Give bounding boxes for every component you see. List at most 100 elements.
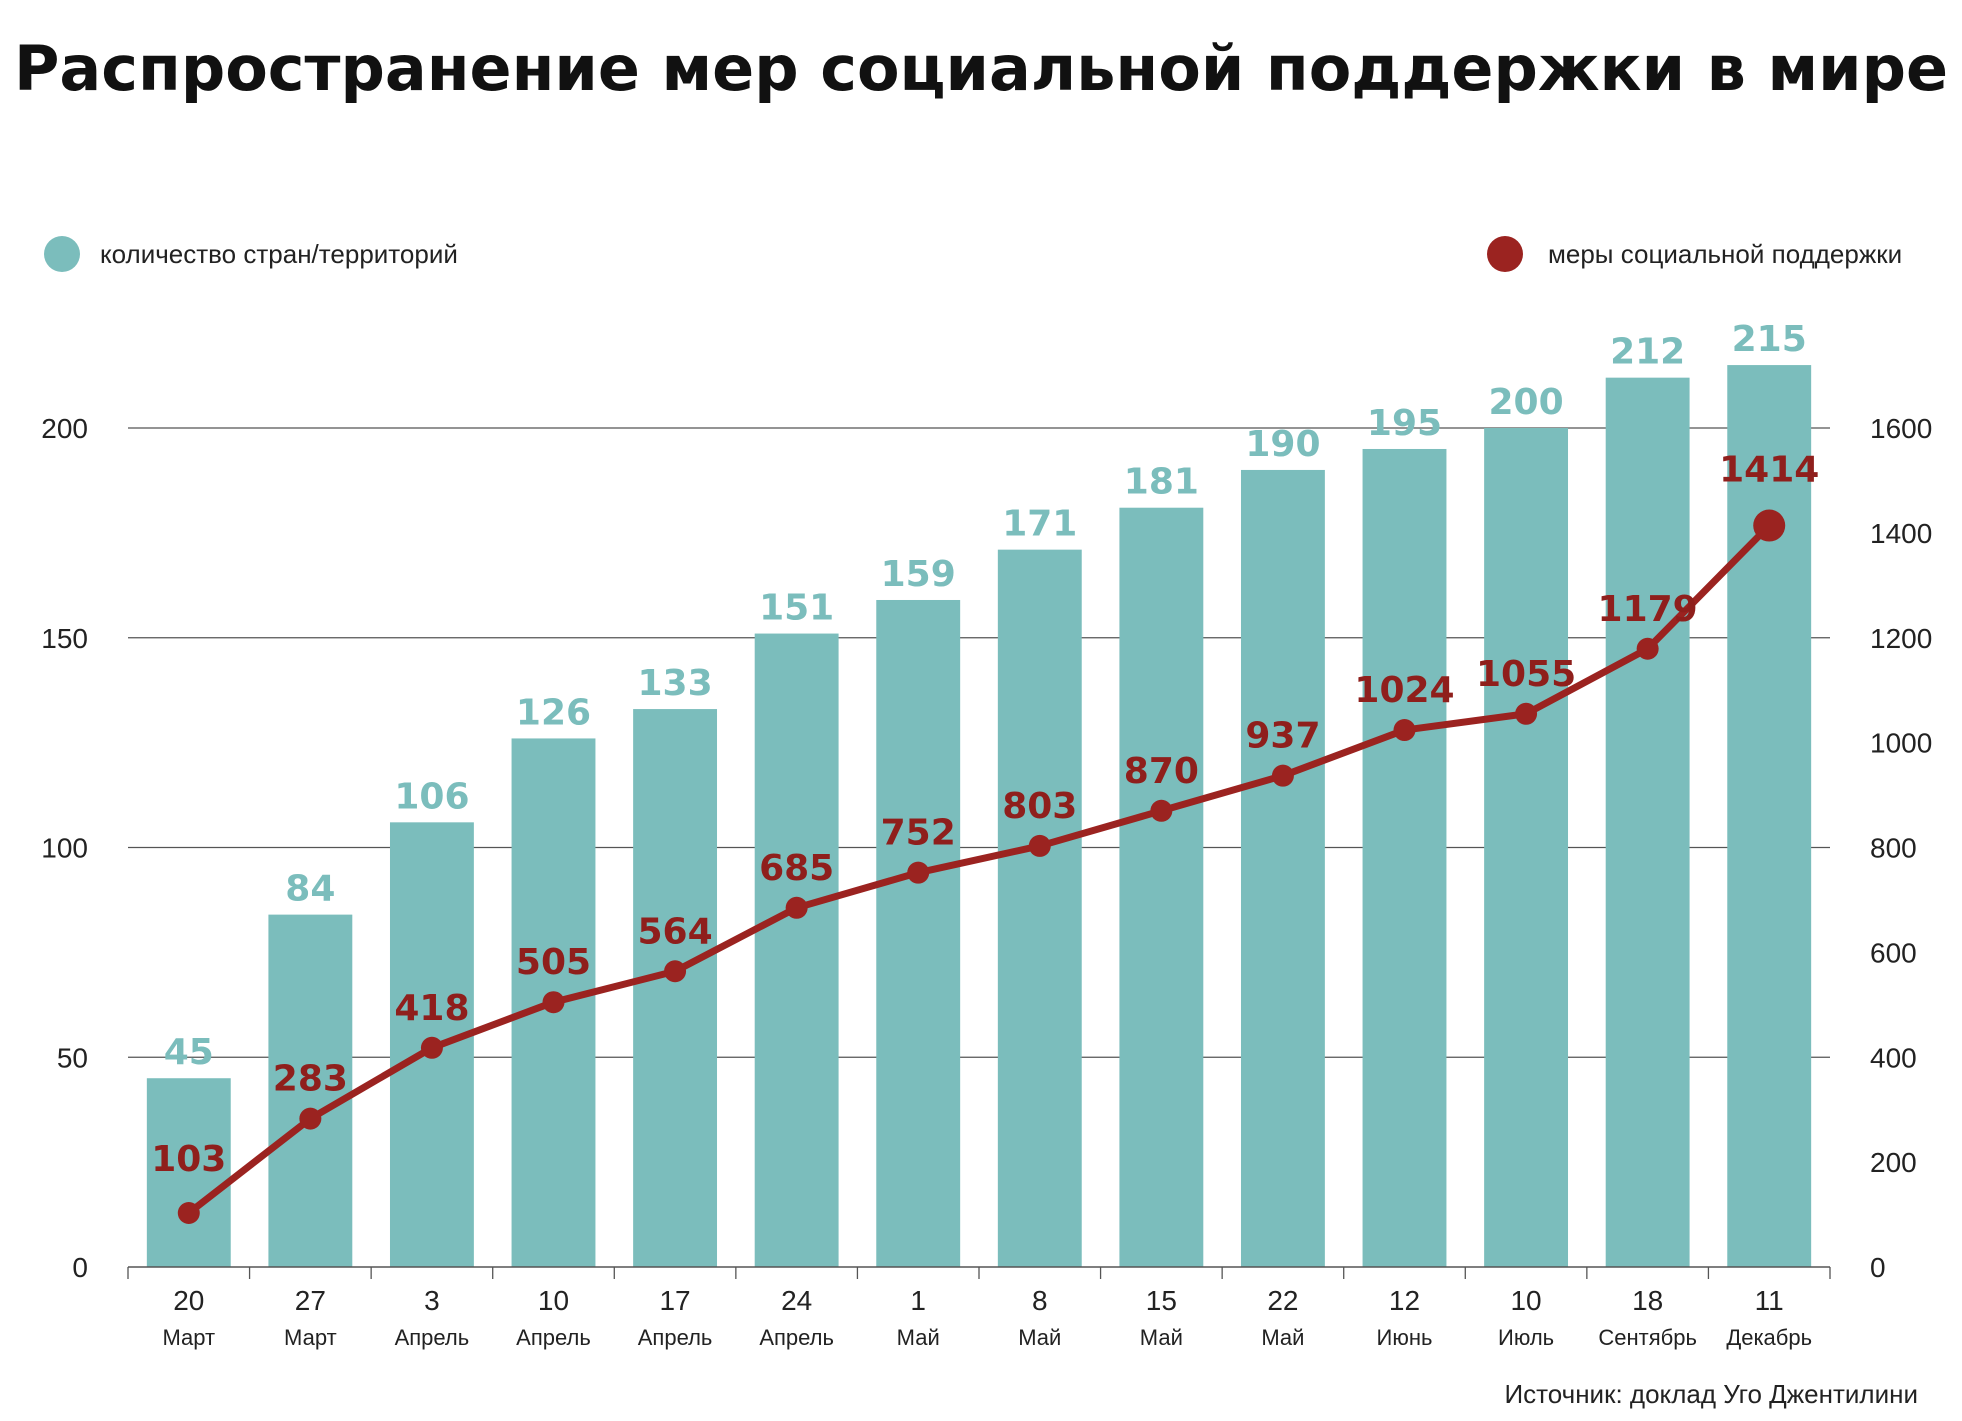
category-day-label: 1	[910, 1285, 926, 1316]
category-day-label: 17	[659, 1285, 690, 1316]
bar-value-label: 171	[1002, 504, 1077, 545]
left-tick-label: 0	[72, 1252, 88, 1283]
left-tick-label: 200	[41, 413, 88, 444]
bar	[1605, 377, 1690, 1267]
legend-line-label: меры социальной поддержки	[1548, 239, 1902, 269]
line-point	[299, 1107, 322, 1130]
category-month-label: Май	[1140, 1325, 1183, 1350]
category-month-label: Июнь	[1377, 1325, 1433, 1350]
bar	[1240, 469, 1325, 1267]
bar	[1362, 448, 1447, 1268]
category-month-label: Апрель	[759, 1325, 834, 1350]
bar	[633, 709, 718, 1267]
bar-value-label: 181	[1124, 462, 1199, 503]
bar-value-label: 215	[1732, 319, 1807, 360]
category-day-label: 15	[1146, 1285, 1177, 1316]
right-axis-ticks: 0 200 400 600 800 1000 1200 1400 1600	[1870, 413, 1932, 1283]
bar-value-label: 133	[637, 663, 712, 704]
line-point	[177, 1201, 200, 1224]
line-value-label: 1414	[1719, 450, 1819, 491]
line-value-labels: 103 283 418 505 564 685 752 803 870 937 1024 1055 11…	[151, 450, 1819, 1180]
line-value-label: 418	[394, 988, 469, 1029]
right-tick-label: 0	[1870, 1252, 1886, 1283]
bar	[268, 914, 353, 1267]
bar-value-label: 126	[516, 692, 591, 733]
bar-value-label: 84	[285, 869, 335, 910]
line-point	[1515, 702, 1538, 725]
gridlines	[128, 427, 1830, 1058]
category-day-label: 10	[1510, 1285, 1541, 1316]
line-point	[1636, 637, 1659, 660]
x-axis	[127, 1266, 1831, 1279]
line-point	[1753, 509, 1786, 542]
category-month-label: Май	[897, 1325, 940, 1350]
category-day-label: 11	[1755, 1285, 1784, 1316]
bar-value-label: 45	[164, 1032, 214, 1073]
category-day-label: 10	[538, 1285, 569, 1316]
line-point	[1271, 764, 1294, 787]
line-point	[420, 1036, 443, 1059]
legend-line-marker	[1487, 236, 1523, 272]
right-tick-label: 800	[1870, 833, 1917, 864]
category-month-label: Май	[1261, 1325, 1304, 1350]
category-month-label: Апрель	[638, 1325, 713, 1350]
line-value-label: 685	[759, 848, 834, 889]
chart-title: Распространение мер социальной поддержки…	[14, 32, 1948, 105]
bar	[1119, 507, 1204, 1268]
left-tick-label: 150	[41, 623, 88, 654]
line-series	[177, 509, 1786, 1224]
bar-value-label: 190	[1245, 424, 1320, 465]
category-month-label: Март	[284, 1325, 337, 1350]
category-month-label: Декабрь	[1726, 1325, 1812, 1350]
line-point	[664, 960, 687, 983]
category-month-label: Апрель	[516, 1325, 591, 1350]
right-tick-label: 200	[1870, 1147, 1917, 1178]
line-value-label: 870	[1124, 751, 1199, 792]
bar-value-label: 195	[1367, 403, 1442, 444]
line-value-label: 803	[1002, 786, 1077, 827]
line-point	[785, 896, 808, 919]
bar-value-labels: 45 84 106 126 133 151 159 171 181 190 195 200 212 215	[164, 319, 1807, 1073]
bar-value-label: 212	[1610, 332, 1685, 373]
bar	[876, 599, 961, 1267]
right-tick-label: 400	[1870, 1042, 1917, 1073]
line-value-label: 1179	[1598, 589, 1698, 630]
right-tick-label: 600	[1870, 937, 1917, 968]
line-value-label: 564	[637, 911, 712, 952]
right-tick-label: 1000	[1870, 728, 1932, 759]
bar	[146, 1078, 231, 1267]
category-labels: 20 Март 27 Март 3 Апрель 10 Апрель 17 Апрель 24 Апр…	[162, 1285, 1812, 1350]
category-month-label: Март	[162, 1325, 215, 1350]
category-day-label: 27	[295, 1285, 326, 1316]
bar	[1727, 365, 1812, 1267]
legend-bars-marker	[44, 236, 80, 272]
bar-value-label: 106	[394, 776, 469, 817]
bar-value-label: 151	[759, 588, 834, 629]
category-month-label: Сентябрь	[1598, 1325, 1697, 1350]
line-value-label: 1055	[1476, 654, 1576, 695]
line-value-label: 283	[273, 1059, 348, 1100]
legend-bars-label: количество стран/территорий	[100, 239, 458, 269]
line-value-label: 1024	[1354, 670, 1454, 711]
category-day-label: 20	[173, 1285, 204, 1316]
bar-value-label: 200	[1488, 382, 1563, 423]
category-day-label: 24	[781, 1285, 812, 1316]
line-value-label: 103	[151, 1139, 226, 1180]
source-note: Источник: доклад Уго Джентилини	[1504, 1379, 1918, 1409]
right-tick-label: 1200	[1870, 623, 1932, 654]
bar	[1484, 428, 1569, 1267]
left-axis-ticks: 0 50 100 150 200	[41, 413, 88, 1283]
category-month-label: Апрель	[395, 1325, 470, 1350]
line-value-label: 505	[516, 942, 591, 983]
category-day-label: 22	[1267, 1285, 1298, 1316]
category-day-label: 8	[1032, 1285, 1048, 1316]
left-tick-label: 50	[57, 1042, 88, 1073]
line-value-label: 752	[881, 813, 956, 854]
line-path	[186, 523, 1772, 1216]
line-point	[542, 991, 565, 1014]
category-day-label: 3	[424, 1285, 440, 1316]
category-day-label: 18	[1632, 1285, 1663, 1316]
bar-series	[146, 365, 1812, 1268]
bar-value-label: 159	[881, 554, 956, 595]
